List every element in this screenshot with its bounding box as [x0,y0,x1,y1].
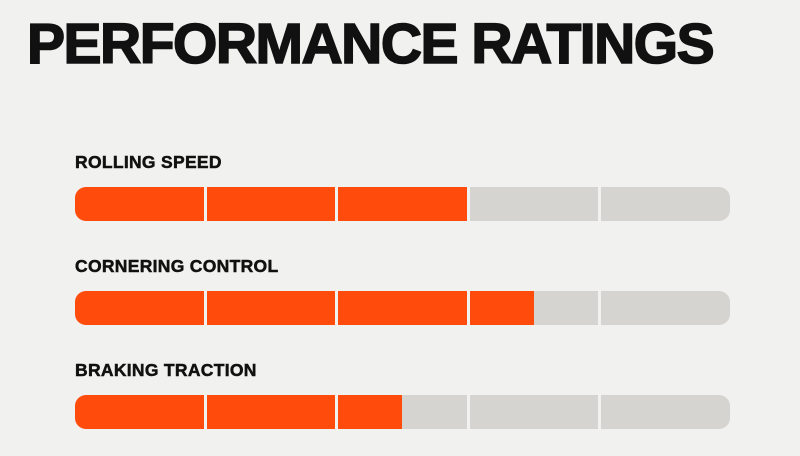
rating-segment-fill [338,395,403,429]
rating-segment [469,291,599,325]
rating-segment [338,291,467,325]
rating-segment [469,395,599,429]
page-title: PERFORMANCE RATINGS [26,12,715,76]
rating-segment [206,187,336,221]
rating-segment [601,395,730,429]
rating-row-rolling-speed: ROLLING SPEED [75,152,730,221]
rating-label: CORNERING CONTROL [75,256,279,277]
rating-bar [75,187,730,221]
rating-segment-fill [75,395,204,429]
rating-row-cornering-control: CORNERING CONTROL [75,256,730,325]
rating-bar [75,395,730,429]
rating-segment [75,291,204,325]
rating-segment [338,395,467,429]
rating-label: BRAKING TRACTION [75,360,257,381]
rating-segment [601,187,730,221]
rating-segment [75,187,204,221]
rating-bar [75,291,730,325]
rating-segment-fill [469,291,535,325]
rating-label: ROLLING SPEED [75,152,222,173]
rating-segment-fill [75,291,204,325]
rating-row-braking-traction: BRAKING TRACTION [75,360,730,429]
ratings-list: ROLLING SPEED CORNERING CONTROL BRAKING … [75,0,730,456]
rating-segment [469,187,599,221]
rating-segment-fill [206,291,336,325]
rating-segment [75,395,204,429]
rating-segment [206,395,336,429]
rating-segment-fill [338,187,467,221]
rating-segment [206,291,336,325]
rating-segment [338,187,467,221]
rating-segment-fill [206,395,336,429]
rating-segment [601,291,730,325]
rating-segment-fill [206,187,336,221]
rating-segment-fill [338,291,467,325]
rating-segment-fill [75,187,204,221]
